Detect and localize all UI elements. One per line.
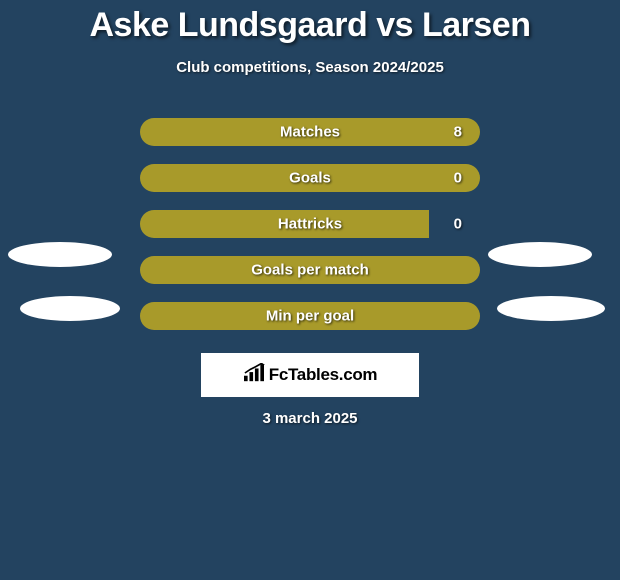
stat-label: Hattricks — [278, 216, 342, 233]
stat-value: 0 — [454, 170, 462, 187]
stat-row-goals-per-match: Goals per match — [140, 256, 480, 284]
player-left-marker-2 — [20, 296, 120, 321]
date-label: 3 march 2025 — [0, 410, 620, 427]
stat-label: Goals — [289, 170, 331, 187]
stat-row-min-per-goal: Min per goal — [140, 302, 480, 330]
subtitle: Club competitions, Season 2024/2025 — [0, 59, 620, 76]
stat-row-matches: Matches 8 — [140, 118, 480, 146]
page-title: Aske Lundsgaard vs Larsen — [0, 0, 620, 45]
brand-logo-box: FcTables.com — [201, 353, 419, 397]
brand-text: FcTables.com — [269, 365, 378, 385]
player-right-marker-2 — [497, 296, 605, 321]
player-right-marker-1 — [488, 242, 592, 267]
brand-chart-icon — [243, 363, 265, 388]
stat-value: 8 — [454, 124, 462, 141]
player-left-marker-1 — [8, 242, 112, 267]
stat-label: Matches — [280, 124, 340, 141]
stat-row-goals: Goals 0 — [140, 164, 480, 192]
stat-label: Goals per match — [251, 262, 369, 279]
stat-row-hattricks: Hattricks 0 — [140, 210, 480, 238]
stat-value: 0 — [454, 216, 462, 233]
comparison-chart: Matches 8 Goals 0 Hattricks 0 Goals per match M… — [0, 118, 620, 358]
stat-label: Min per goal — [266, 308, 354, 325]
